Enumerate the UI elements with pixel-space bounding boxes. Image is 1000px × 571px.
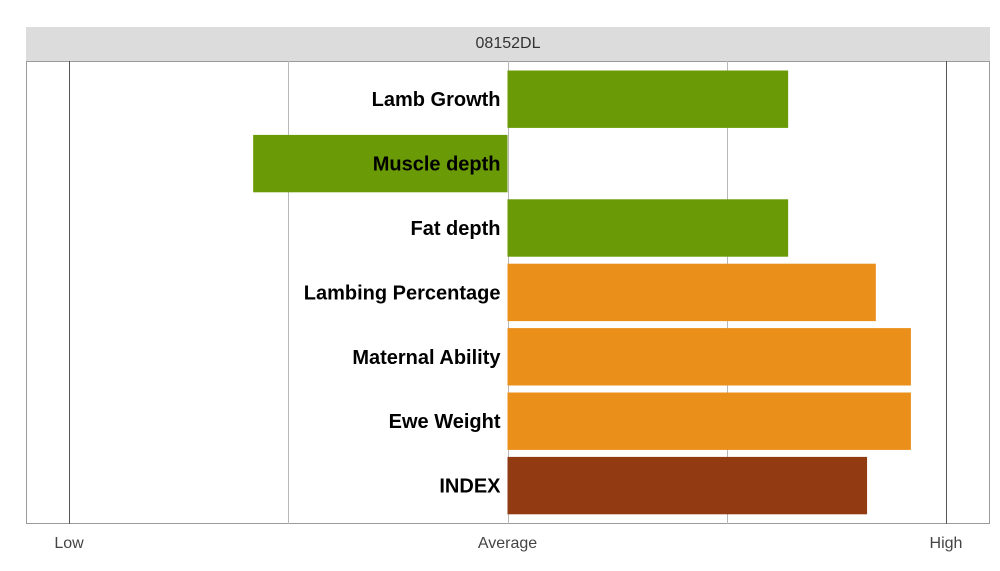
category-label-3: Lambing Percentage [304, 282, 501, 304]
category-label-2: Fat depth [411, 218, 501, 240]
bar-2 [507, 199, 789, 257]
category-label-0: Lamb Growth [372, 89, 501, 111]
bar-5 [507, 392, 911, 450]
category-label-6: INDEX [439, 476, 501, 498]
bar-3 [507, 263, 876, 322]
category-label-5: Ewe Weight [389, 411, 501, 433]
bar-0 [507, 70, 789, 128]
bar-1 [253, 134, 508, 193]
chart-title-bar: 08152DL [26, 27, 990, 61]
chart-title: 08152DL [475, 35, 541, 52]
x-tick-label-1: Average [478, 535, 537, 552]
category-label-1: Muscle depth [373, 154, 501, 176]
x-tick-label-2: High [930, 535, 963, 552]
x-tick-label-0: Low [54, 535, 84, 552]
category-label-4: Maternal Ability [352, 347, 501, 369]
bar-4 [507, 328, 911, 386]
bar-6 [507, 456, 868, 515]
